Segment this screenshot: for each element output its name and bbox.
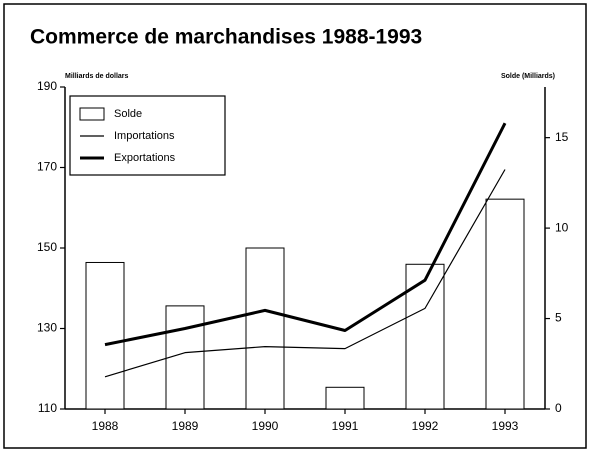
line [104,122,507,347]
bar [245,247,285,410]
bar [405,263,445,410]
x-tick-label: 1991 [332,419,359,433]
legend-label: Exportations [114,152,176,164]
legend-label: Solde [114,108,142,120]
x-tick-label: 1990 [252,419,279,433]
bar [485,198,525,410]
y2-axis-label: Solde (Milliards) [501,73,555,80]
y-tick-label: 190 [37,79,57,93]
line [104,169,506,378]
chart-title: Commerce de marchandises 1988-1993 [30,26,422,49]
x-tick-label: 1989 [172,419,199,433]
y-tick-label: 170 [37,160,57,174]
legend-swatch [79,107,105,121]
x-tick-label: 1993 [492,419,519,433]
y-tick-label: 110 [38,401,57,415]
bar [165,305,205,410]
y-tick-label: 150 [37,240,57,254]
y-axis-label: Milliards de dollars [65,73,129,80]
y2-tick-label: 5 [555,311,562,325]
legend-label: Importations [114,130,175,142]
y2-tick-label: 10 [555,220,569,234]
x-tick-label: 1988 [92,419,119,433]
y2-tick-label: 15 [555,130,569,144]
bar [85,261,125,410]
x-tick-label: 1992 [412,419,439,433]
y2-tick-label: 0 [555,401,562,415]
bar [325,386,365,410]
y-tick-label: 130 [37,321,57,335]
